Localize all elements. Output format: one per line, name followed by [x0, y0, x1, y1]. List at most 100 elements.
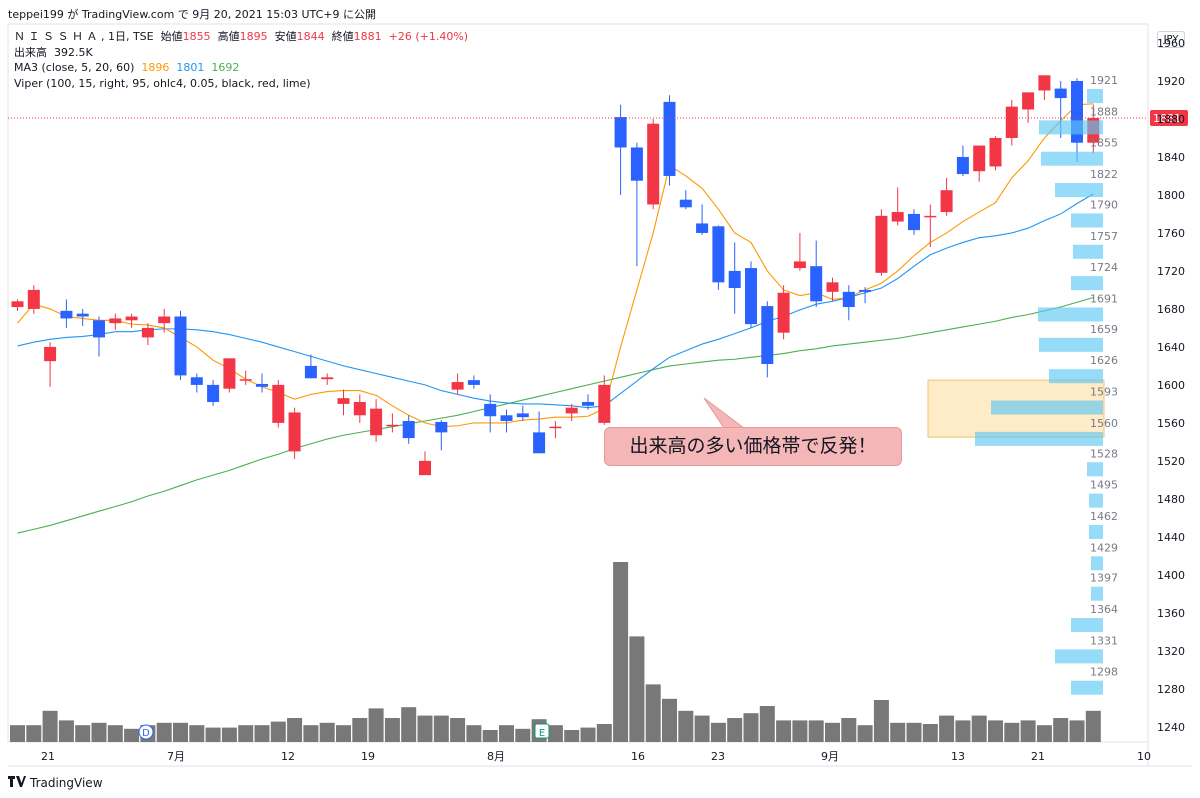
candle-up	[337, 398, 350, 404]
currency-label[interactable]: JPY	[1157, 31, 1185, 48]
volume-bar	[336, 725, 351, 742]
time-tick-label: 9月	[821, 750, 839, 763]
change-value: +26 (+1.40%)	[388, 30, 469, 43]
volume-bar	[173, 722, 188, 742]
candle-up	[826, 282, 839, 292]
volume-bar	[955, 720, 971, 742]
ma60-series-line	[17, 296, 1094, 534]
candle-up	[1005, 106, 1018, 138]
candle-up	[598, 384, 611, 423]
viper-label[interactable]: Viper (100, 15, right, 95, ohlc4, 0.05, …	[14, 76, 311, 90]
volume-bar	[825, 722, 840, 742]
candle-up	[11, 301, 24, 308]
candle-down	[908, 213, 920, 231]
candle-down	[174, 316, 187, 376]
candle-down	[435, 421, 448, 433]
volume-profile-level: 1298	[1090, 666, 1118, 679]
volume-bar	[564, 730, 580, 742]
volume-bar	[10, 725, 25, 742]
volume-profile-level: 1659	[1090, 323, 1118, 336]
candle-up	[647, 123, 660, 205]
ma20-value: 1801	[176, 61, 205, 74]
candle-up	[141, 327, 154, 338]
candle-down	[956, 156, 969, 175]
volume-bar	[368, 708, 384, 742]
time-tick-label: 21	[41, 750, 55, 763]
volume-profile-bar	[1091, 556, 1103, 571]
candle-down	[304, 365, 317, 379]
time-tick-label: 7月	[167, 750, 185, 763]
time-tick-label: 16	[631, 750, 645, 763]
legend-volume-row: 出来高 392.5K	[14, 45, 468, 61]
volume-bar	[1036, 725, 1052, 742]
volume-profile-level: 1790	[1090, 198, 1118, 211]
tv-logo-icon	[8, 776, 26, 790]
price-tick-label: 1680	[1157, 303, 1185, 316]
volume-profile-level: 1331	[1090, 634, 1118, 647]
volume-profile-bar	[1071, 618, 1103, 633]
ma-label[interactable]: MA3 (close, 5, 20, 60)	[14, 61, 135, 74]
ma5-line	[17, 103, 1094, 428]
symbol-name[interactable]: Ｎ Ｉ Ｓ Ｓ Ｈ Ａ , 1日, TSE	[14, 30, 154, 43]
time-tick-label: 13	[951, 750, 965, 763]
volume-bar	[971, 715, 987, 742]
price-tick-label: 1280	[1157, 683, 1185, 696]
candle-up	[125, 316, 138, 321]
tradingview-logo[interactable]: TradingView	[8, 776, 103, 790]
ma5-series-line	[17, 103, 1094, 428]
candle-down	[190, 377, 203, 385]
volume-bar	[107, 725, 123, 742]
open-value: 1855	[182, 30, 211, 43]
price-tick-label: 1360	[1157, 607, 1185, 620]
last-price-badge	[1150, 110, 1188, 127]
candle-down	[256, 383, 268, 387]
close-label: 終値	[331, 30, 354, 43]
volume-profile-bar	[1089, 493, 1103, 508]
volume-profile-level: 1528	[1090, 447, 1118, 460]
volume-profile-level: 1364	[1090, 603, 1118, 616]
volume-bar	[75, 725, 91, 742]
candle-up	[370, 408, 383, 436]
chart-legend: Ｎ Ｉ Ｓ Ｓ Ｈ Ａ , 1日, TSE 始値1855 高値1895 安値18…	[14, 29, 468, 91]
event-marker-label: E	[539, 728, 545, 739]
volume-bar	[433, 715, 449, 742]
volume-profile-level: 1560	[1090, 417, 1118, 430]
volume-bar	[841, 718, 857, 742]
candle-down	[663, 101, 676, 176]
price-axis: 1240 1280 1320 1360 1400 1440 1480 1520 1560 1600…	[1157, 37, 1185, 734]
volume-profile-bar	[1073, 244, 1103, 259]
candle-down	[696, 223, 709, 233]
high-value: 1895	[239, 30, 268, 43]
ma20-series-line	[17, 193, 1094, 409]
annotation-callout[interactable]: 出来高の多い価格帯で反発！	[604, 427, 902, 466]
volume-bar	[906, 722, 922, 742]
candle-up	[44, 346, 57, 362]
time-tick-label: 23	[711, 750, 725, 763]
volume-bar	[384, 718, 400, 742]
volume-profile-bar	[1087, 89, 1103, 104]
candle-up	[549, 426, 562, 429]
volume-bar	[645, 684, 661, 742]
candle-up	[793, 261, 806, 269]
volume-profile-level: 1462	[1090, 510, 1118, 523]
volume-bar	[205, 727, 221, 742]
candle-up	[109, 318, 122, 324]
logo-text: TradingView	[30, 776, 103, 790]
callout-tail	[703, 397, 746, 429]
volume-profile-bar	[1049, 369, 1103, 384]
volume-bar	[1085, 710, 1101, 742]
candle-down	[207, 384, 220, 402]
volume-profile-bar	[1055, 183, 1103, 198]
legend-viper-row: Viper (100, 15, right, 95, ohlc4, 0.05, …	[14, 76, 468, 92]
price-tick-label: 1600	[1157, 379, 1185, 392]
volume-profile-level: 1626	[1090, 354, 1118, 367]
volume-bar	[417, 715, 433, 742]
candle-down	[533, 432, 546, 454]
volume-bar	[678, 710, 694, 742]
volume-bar	[792, 720, 808, 742]
time-tick-label: 21	[1031, 750, 1045, 763]
candle-down	[810, 266, 823, 302]
last-price-label: 1881	[1153, 112, 1181, 125]
candle-up	[27, 289, 40, 309]
